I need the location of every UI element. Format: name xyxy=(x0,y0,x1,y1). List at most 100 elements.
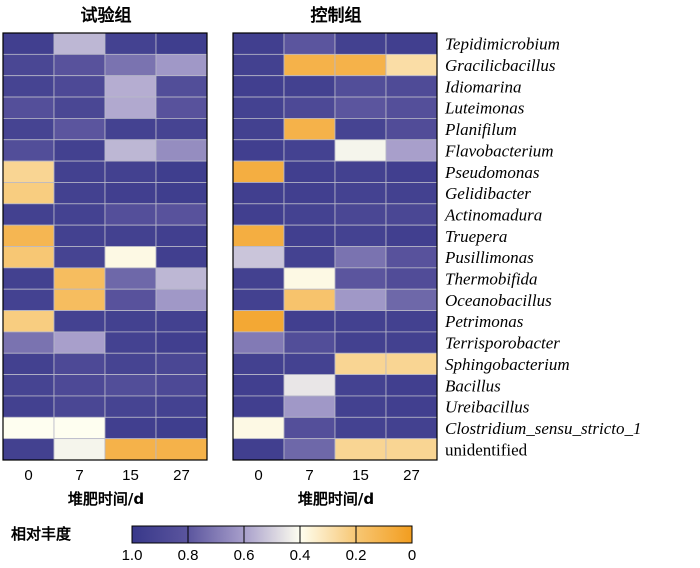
heatmap-cell xyxy=(283,438,336,461)
row-label: Pseudomonas xyxy=(444,163,540,182)
heatmap-cell xyxy=(334,160,387,183)
heatmap-cell xyxy=(155,331,208,354)
heatmap-cell xyxy=(385,374,438,397)
heatmap-cell xyxy=(2,438,55,461)
heatmap-cell xyxy=(155,139,208,162)
row-label: Pusillimonas xyxy=(444,248,534,267)
heatmap-cell xyxy=(232,267,285,290)
heatmap-cell xyxy=(155,160,208,183)
heatmap-cell xyxy=(53,374,106,397)
row-label: Actinomadura xyxy=(444,205,542,224)
heatmap-cell xyxy=(283,374,336,397)
heatmap-cell xyxy=(232,139,285,162)
heatmap-cell xyxy=(155,224,208,247)
heatmap-cell xyxy=(104,139,157,162)
heatmap-cell xyxy=(283,96,336,119)
heatmap-cell xyxy=(334,224,387,247)
heatmap-cell xyxy=(104,331,157,354)
heatmap-cell xyxy=(104,224,157,247)
panel-frame xyxy=(232,32,438,461)
heatmap-cell xyxy=(385,32,438,55)
colorbar-tick-label: 0 xyxy=(408,547,416,564)
heatmap-cell xyxy=(2,288,55,311)
heatmap-cell xyxy=(334,352,387,376)
x-tick-label: 27 xyxy=(173,467,190,484)
heatmap-cell xyxy=(385,160,438,183)
heatmap-cell xyxy=(2,395,55,418)
row-label: Thermobifida xyxy=(445,270,538,289)
heatmap-cell xyxy=(232,395,285,418)
heatmap-cell xyxy=(53,118,106,141)
x-tick-labels: 0 7 15 27 0 7 15 27 xyxy=(24,467,420,484)
heatmap-cell xyxy=(283,416,336,440)
heatmap-cell xyxy=(385,331,438,354)
heatmap-cell xyxy=(2,32,55,55)
heatmap-cell xyxy=(283,331,336,354)
heatmap-cell xyxy=(155,246,208,269)
heatmap-cell xyxy=(2,53,55,77)
heatmap-cell xyxy=(232,203,285,226)
heatmap-cell xyxy=(334,75,387,98)
heatmap-cell xyxy=(385,352,438,376)
heatmap-cell xyxy=(53,53,106,77)
row-label: Terrisporobacter xyxy=(445,334,560,353)
x-tick-label: 7 xyxy=(75,467,83,484)
heatmap-cell xyxy=(155,352,208,376)
heatmap-cell xyxy=(283,118,336,141)
heatmap-cell xyxy=(53,224,106,247)
x-tick-label: 27 xyxy=(403,467,420,484)
heatmap-cell xyxy=(232,331,285,354)
heatmap-cell xyxy=(283,139,336,162)
heatmap-cell xyxy=(232,374,285,397)
heatmap-cell xyxy=(2,374,55,397)
heatmap-cell xyxy=(232,75,285,98)
heatmap-cell xyxy=(2,139,55,162)
heatmap-cell xyxy=(283,75,336,98)
heatmap-cell xyxy=(155,395,208,418)
heatmap-cell xyxy=(104,267,157,290)
heatmap-cell xyxy=(155,203,208,226)
heatmap-cell xyxy=(53,246,106,269)
heatmap-cell xyxy=(2,75,55,98)
heatmap-cell xyxy=(283,246,336,269)
heatmap-cell xyxy=(232,438,285,461)
panel-frame xyxy=(2,32,208,461)
heatmap-cell xyxy=(2,246,55,269)
heatmap-cell xyxy=(334,139,387,162)
heatmap-cell xyxy=(385,75,438,98)
heatmap-cell xyxy=(2,182,55,205)
heatmap-cell xyxy=(283,53,336,77)
heatmap-cell xyxy=(53,160,106,183)
heatmap-cell xyxy=(385,118,438,141)
row-label: unidentified xyxy=(445,440,528,459)
heatmap-cell xyxy=(155,53,208,77)
heatmap-cell xyxy=(232,246,285,269)
heatmap-cell xyxy=(232,416,285,440)
heatmap-cell xyxy=(334,203,387,226)
heatmap-cell xyxy=(53,352,106,376)
heatmap-cell xyxy=(385,416,438,440)
heatmap-cell xyxy=(104,246,157,269)
row-label: Luteimonas xyxy=(444,99,525,118)
heatmap-cell xyxy=(385,395,438,418)
heatmap-cell xyxy=(104,118,157,141)
heatmap-cell xyxy=(385,310,438,333)
heatmap-cell xyxy=(155,96,208,119)
heatmap-cell xyxy=(53,331,106,354)
heatmap-cell xyxy=(104,310,157,333)
heatmap-cell xyxy=(334,310,387,333)
row-label: Tepidimicrobium xyxy=(445,35,560,54)
heatmap-cell xyxy=(385,203,438,226)
heatmap-panel-control xyxy=(232,32,438,461)
heatmap-cell xyxy=(283,352,336,376)
heatmap-cell xyxy=(53,96,106,119)
row-label: Sphingobacterium xyxy=(445,355,570,374)
row-label: Planifilum xyxy=(444,120,517,139)
panel-title-trial: 试验组 xyxy=(81,5,132,26)
heatmap-cell xyxy=(104,352,157,376)
heatmap-cell xyxy=(283,267,336,290)
x-tick-label: 15 xyxy=(122,467,139,484)
heatmap-cell xyxy=(334,96,387,119)
heatmap-cell xyxy=(155,267,208,290)
heatmap-cell xyxy=(232,96,285,119)
